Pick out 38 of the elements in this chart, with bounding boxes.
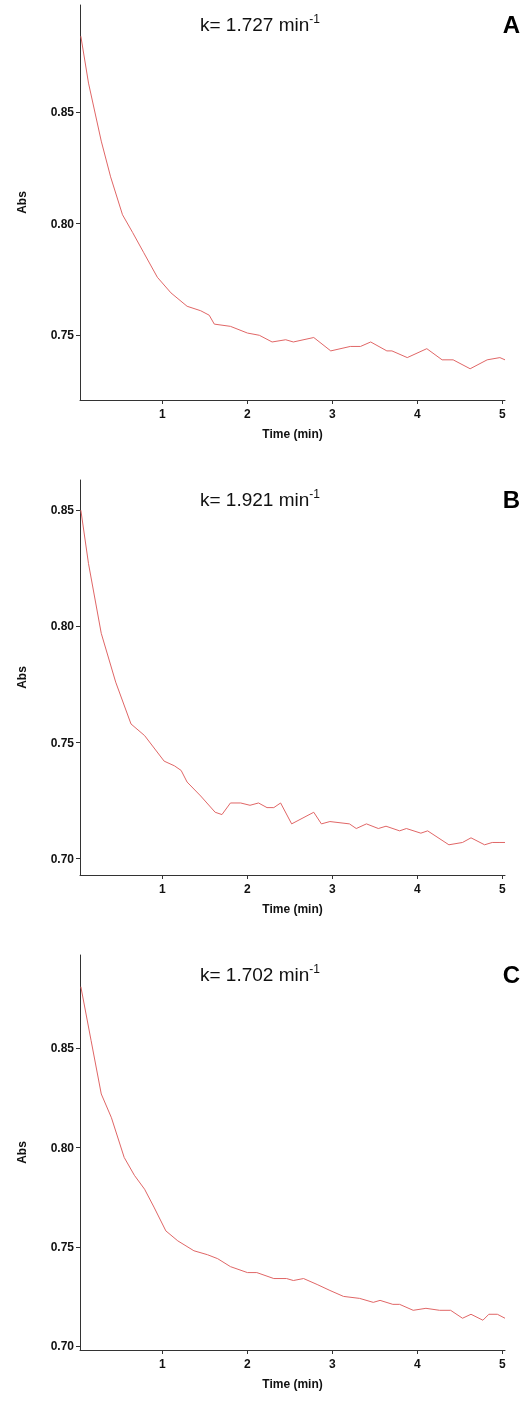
y-tick-label: 0.75 (50, 328, 75, 343)
x-tick-label: 1 (159, 407, 167, 421)
line-series (80, 509, 506, 846)
x-tick-label: 1 (159, 882, 167, 896)
x-tick-label: 5 (499, 1357, 507, 1371)
x-tick-label: 5 (499, 882, 507, 896)
chart-title: C (502, 960, 521, 988)
x-axis-title: Time (min) (262, 1377, 323, 1391)
y-tick-label: 0.80 (50, 1140, 75, 1155)
y-tick-label: 0.85 (50, 1041, 75, 1056)
x-tick-label: 2 (244, 407, 252, 421)
y-tick-label: 0.80 (50, 619, 75, 634)
x-tick-label: 3 (329, 882, 337, 896)
x-tick-label: 4 (414, 407, 422, 421)
chart-title: B (502, 485, 521, 513)
x-tick-label: 3 (329, 1357, 337, 1371)
y-tick-label: 0.75 (50, 735, 75, 750)
x-tick-label: 5 (499, 407, 507, 421)
x-axis-title: Time (min) (262, 427, 323, 441)
y-tick-label: 0.75 (50, 1239, 75, 1254)
y-tick-label: 0.85 (50, 105, 75, 120)
line-series (80, 35, 506, 370)
chart-title: A (502, 10, 521, 38)
x-tick-label: 1 (159, 1357, 167, 1371)
x-tick-label: 4 (414, 882, 422, 896)
x-tick-label: 3 (329, 407, 337, 421)
x-tick-label: 2 (244, 882, 252, 896)
y-tick-label: 0.85 (50, 503, 75, 518)
y-axis-title: Abs (15, 190, 29, 214)
y-tick-label: 0.70 (50, 851, 75, 866)
y-axis-title: Abs (15, 1140, 29, 1164)
line-series (80, 986, 506, 1321)
x-tick-label: 2 (244, 1357, 252, 1371)
y-tick-label: 0.80 (50, 216, 75, 231)
x-tick-label: 4 (414, 1357, 422, 1371)
y-axis-title: Abs (15, 665, 29, 689)
x-axis-title: Time (min) (262, 902, 323, 916)
y-tick-label: 0.70 (50, 1339, 75, 1354)
